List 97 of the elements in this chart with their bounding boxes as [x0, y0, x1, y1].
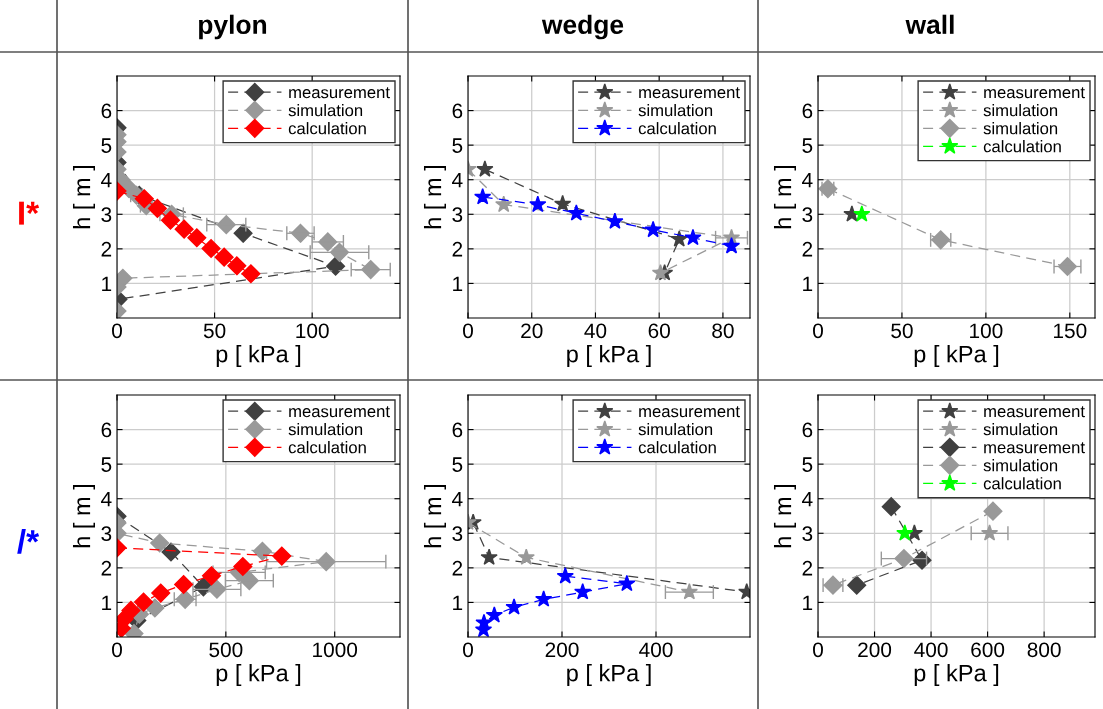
x-tick-label: 100: [970, 323, 1003, 339]
legend-label: simulation: [983, 459, 1058, 472]
y-axis-title: h [ m ]: [773, 484, 796, 548]
y-tick-label: 5: [101, 138, 112, 153]
x-axis-title: p [ kPa ]: [914, 664, 999, 687]
y-tick-label: 5: [802, 457, 813, 472]
legend-label: simulation: [983, 122, 1058, 135]
chart-title: pylon: [199, 14, 267, 40]
y-tick-label: 4: [452, 491, 463, 507]
legend-label: measurement: [289, 87, 390, 99]
x-tick-label: 150: [1054, 323, 1087, 339]
x-tick-label: 200: [858, 642, 892, 658]
chart-title: wedge: [541, 14, 624, 40]
y-tick-label: 3: [101, 526, 112, 542]
x-tick-label: 0: [813, 323, 823, 339]
x-tick-label: 400: [639, 642, 673, 658]
y-tick-label: 3: [802, 526, 813, 542]
y-tick-label: 3: [452, 526, 463, 542]
legend-label: simulation: [983, 104, 1058, 117]
legend-label: simulation: [638, 423, 713, 436]
x-tick-label: 100: [296, 323, 329, 339]
legend-label: simulation: [288, 104, 363, 117]
y-tick-label: 4: [802, 491, 813, 507]
y-tick-label: 6: [452, 103, 463, 119]
x-tick-label: 800: [1027, 642, 1061, 658]
y-axis-title: h [ m ]: [773, 165, 796, 229]
y-tick-label: 2: [802, 241, 813, 257]
y-tick-label: 6: [101, 103, 112, 119]
legend-label: simulation: [288, 423, 363, 436]
y-axis-title: h [ m ]: [72, 165, 95, 229]
legend-label: simulation: [983, 423, 1058, 436]
legend-label: calculation: [638, 441, 716, 454]
legend-label: calculation: [983, 477, 1061, 490]
x-axis-title: p [ kPa ]: [567, 345, 651, 368]
y-tick-label: 5: [101, 457, 112, 472]
legend-label: measurement: [289, 406, 390, 418]
x-tick-label: 50: [203, 323, 226, 339]
x-tick-label: 0: [112, 323, 122, 339]
legend-label: measurement: [639, 406, 740, 418]
x-tick-label: 20: [521, 323, 543, 339]
y-tick-label: 2: [101, 560, 112, 576]
y-axis-title: h [ m ]: [423, 165, 446, 229]
y-tick-label: 4: [802, 172, 813, 188]
legend-label: measurement: [984, 87, 1085, 99]
y-tick-label: 4: [101, 172, 112, 188]
x-tick-label: 400: [914, 642, 948, 658]
x-axis-title: p [ kPa ]: [567, 664, 651, 687]
y-tick-label: 2: [802, 560, 813, 576]
x-axis-title: p [ kPa ]: [914, 345, 999, 368]
x-axis-title: p [ kPa ]: [216, 345, 301, 368]
y-tick-label: 5: [452, 457, 463, 472]
y-tick-label: 1: [453, 276, 463, 291]
text: /*: [17, 528, 40, 554]
legend-label: simulation: [638, 104, 713, 117]
legend-label: calculation: [983, 140, 1061, 153]
legend-label: calculation: [638, 122, 716, 135]
x-tick-label: 1000: [313, 642, 358, 658]
y-tick-label: 1: [453, 595, 463, 610]
x-tick-label: 40: [584, 323, 607, 339]
y-tick-label: 4: [452, 172, 463, 188]
x-tick-label: 600: [971, 642, 1005, 658]
y-tick-label: 5: [802, 138, 813, 153]
x-tick-label: 0: [813, 642, 823, 658]
x-axis-title: p [ kPa ]: [216, 664, 301, 687]
y-tick-label: 3: [101, 207, 112, 223]
x-tick-label: 200: [545, 642, 579, 658]
y-tick-label: 1: [102, 276, 112, 291]
y-tick-label: 5: [452, 138, 463, 153]
y-tick-label: 3: [802, 207, 813, 223]
y-tick-label: 1: [803, 276, 813, 291]
x-tick-label: 0: [463, 642, 473, 658]
legend-label: measurement: [984, 442, 1085, 454]
text: I*: [19, 201, 40, 225]
y-tick-label: 2: [452, 560, 463, 576]
chart-title: wall: [905, 14, 954, 35]
y-tick-label: 4: [101, 491, 112, 507]
legend-label: calculation: [288, 122, 366, 135]
x-tick-label: 60: [648, 323, 670, 339]
y-axis-title: h [ m ]: [72, 484, 95, 548]
y-axis-title: h [ m ]: [423, 484, 446, 548]
y-tick-label: 1: [102, 595, 112, 610]
x-tick-label: 50: [891, 323, 913, 339]
x-tick-label: 500: [209, 642, 243, 658]
y-tick-label: 2: [452, 241, 463, 257]
x-tick-label: 0: [463, 323, 473, 339]
y-tick-label: 6: [802, 422, 813, 438]
y-tick-label: 2: [101, 241, 112, 257]
legend-label: calculation: [288, 441, 366, 454]
y-tick-label: 3: [452, 207, 463, 223]
legend-label: measurement: [639, 87, 740, 99]
legend-label: measurement: [984, 406, 1085, 418]
y-tick-label: 6: [101, 422, 112, 438]
x-tick-label: 80: [712, 323, 734, 339]
y-tick-label: 1: [803, 595, 813, 610]
y-tick-label: 6: [802, 103, 813, 119]
x-tick-label: 0: [112, 642, 122, 658]
y-tick-label: 6: [452, 422, 463, 438]
